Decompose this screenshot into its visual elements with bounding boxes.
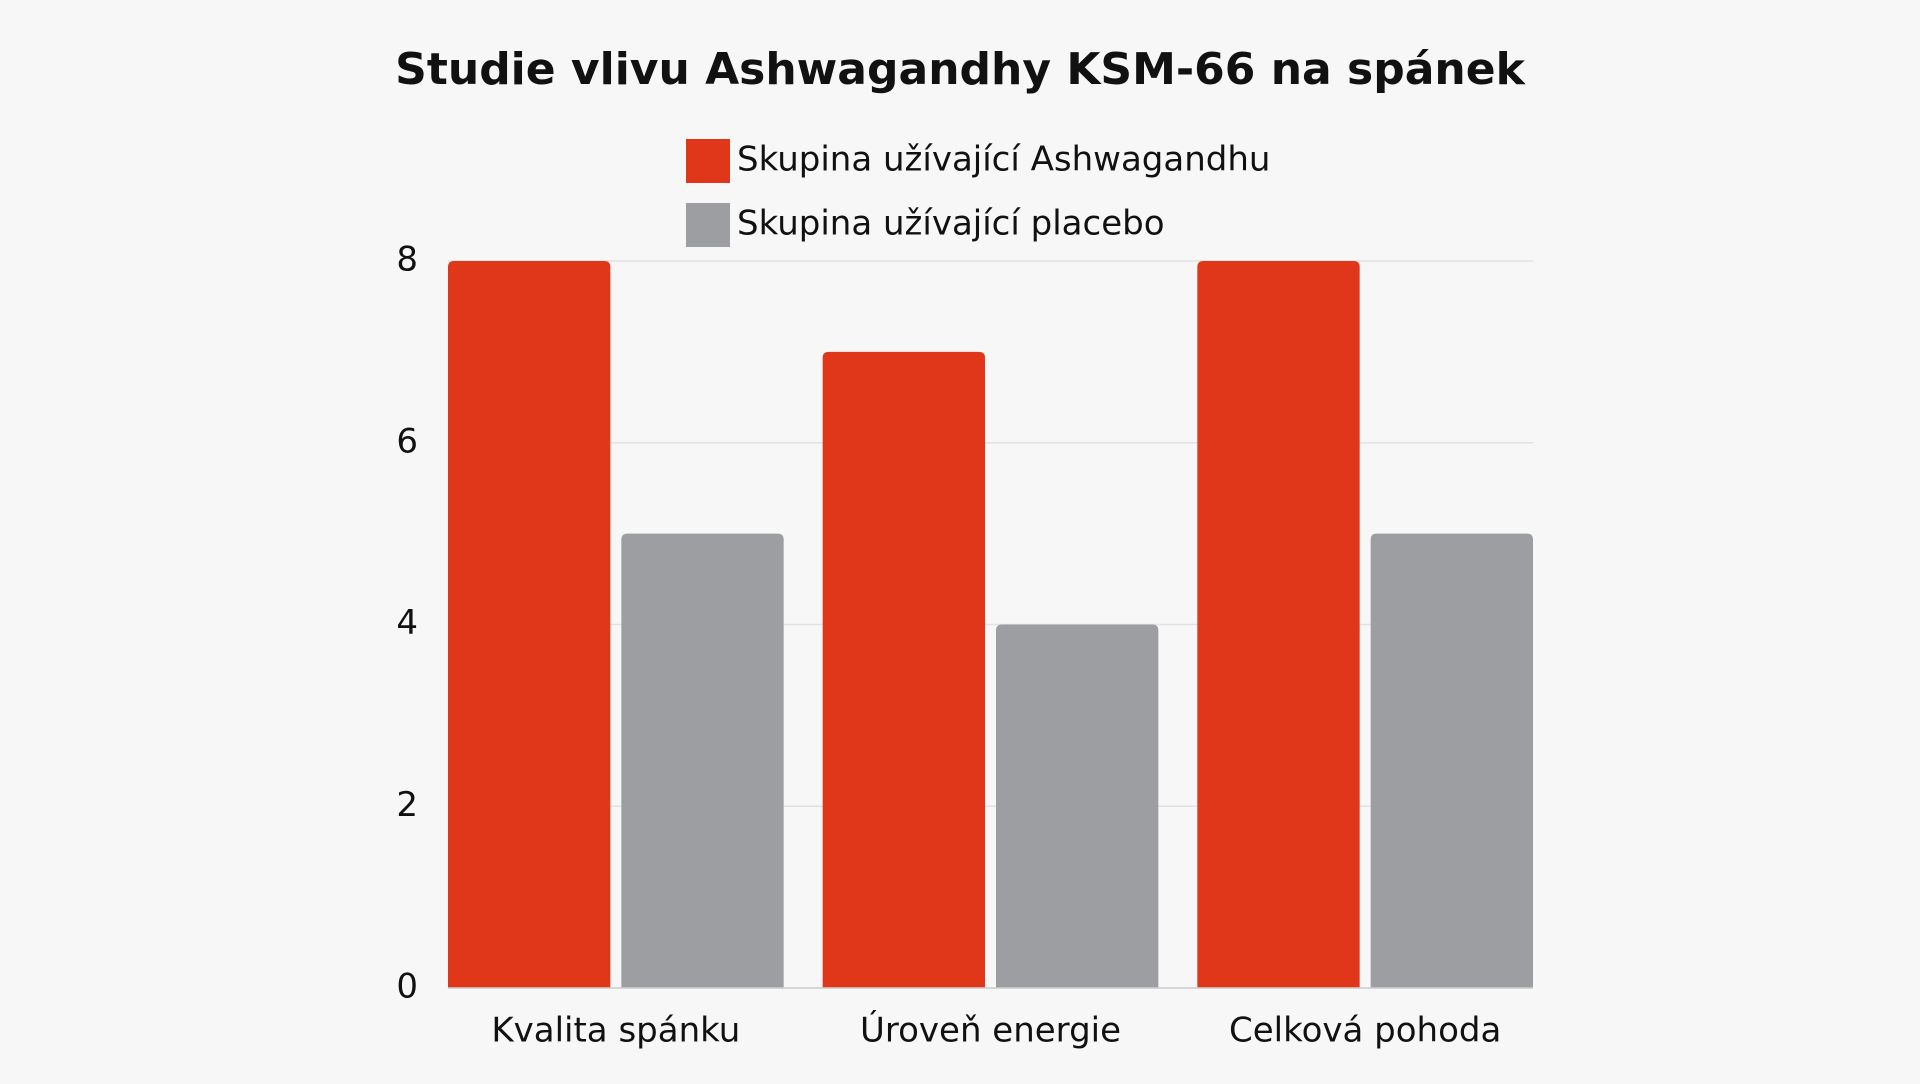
legend-swatch [686, 139, 730, 183]
x-tick-label: Kvalita spánku [491, 1011, 740, 1051]
bar [621, 533, 784, 988]
bar [996, 624, 1159, 988]
y-tick-label: 4 [396, 603, 418, 643]
chart-title: Studie vlivu Ashwagandhy KSM-66 na spáne… [395, 44, 1526, 95]
bar [448, 261, 611, 988]
y-tick-label: 2 [396, 785, 418, 825]
y-tick-label: 0 [396, 967, 418, 1007]
bar [1370, 533, 1533, 988]
bar [822, 351, 985, 988]
bar [1197, 261, 1360, 988]
legend-label: Skupina užívající placebo [737, 204, 1165, 244]
legend-swatch [686, 203, 730, 247]
legend-label: Skupina užívající Ashwagandhu [737, 140, 1270, 180]
y-tick-label: 8 [396, 240, 418, 280]
y-tick-label: 6 [396, 421, 418, 461]
x-tick-label: Celková pohoda [1229, 1011, 1501, 1051]
x-tick-label: Úroveň energie [860, 1010, 1121, 1051]
